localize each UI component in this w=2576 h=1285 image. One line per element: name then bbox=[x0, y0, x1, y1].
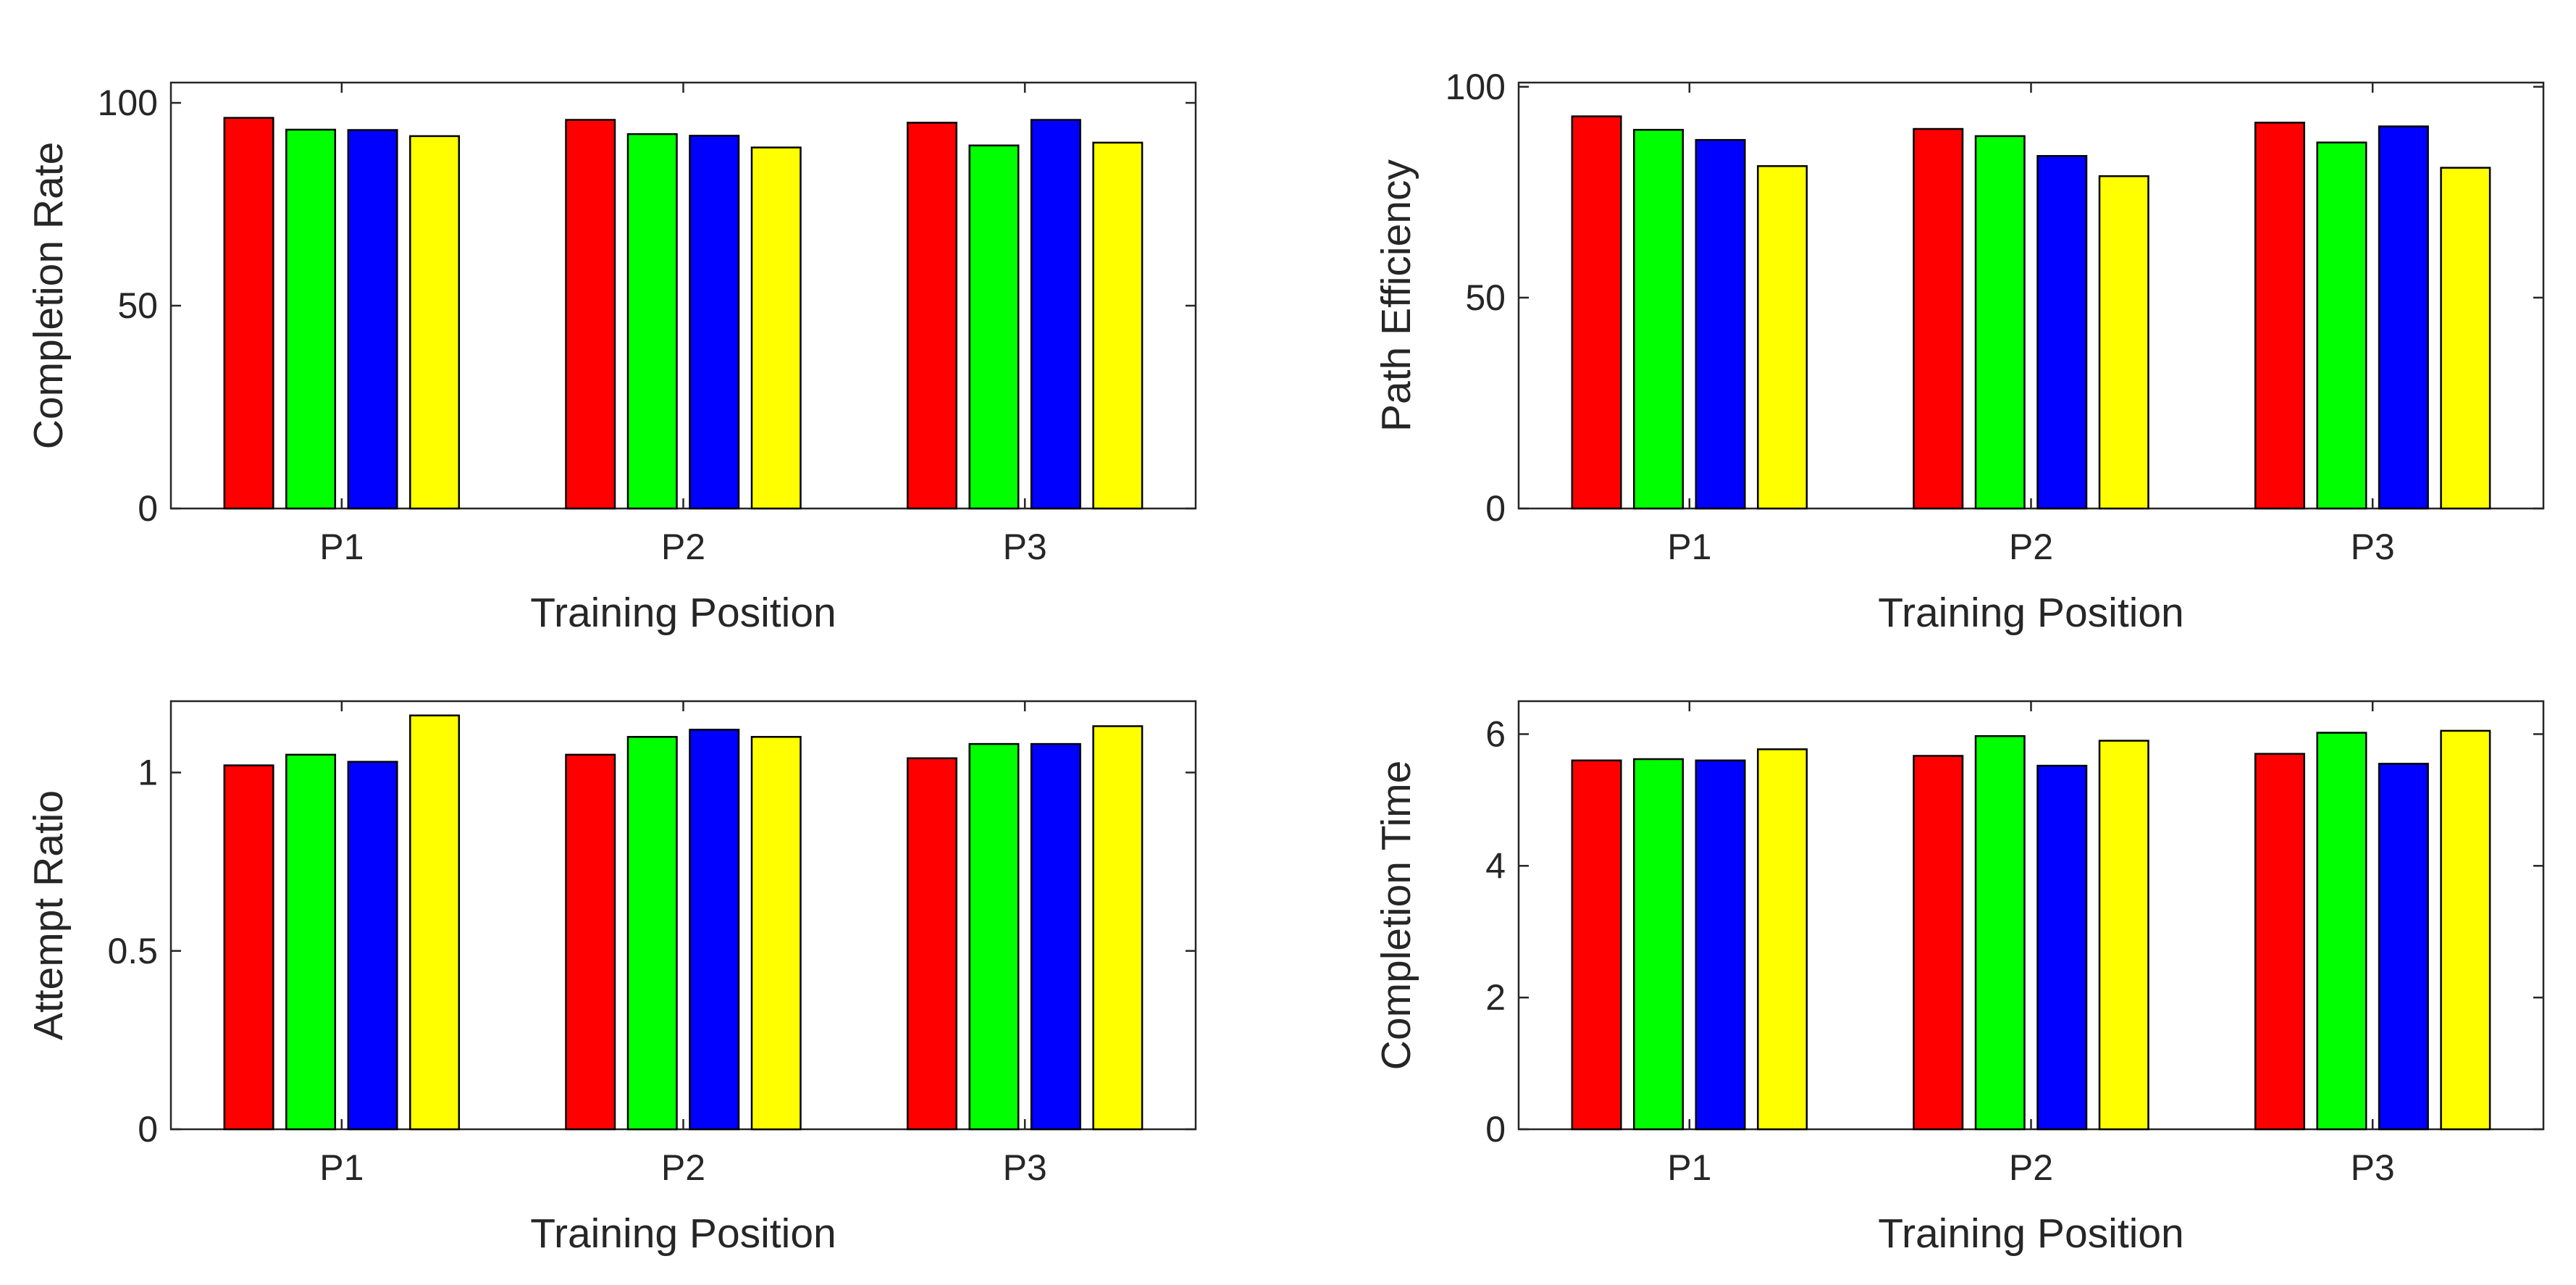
bar-p1-series-2 bbox=[1633, 128, 1685, 510]
bar-p3-series-4 bbox=[1092, 725, 1144, 1131]
bar-p2-series-1 bbox=[565, 753, 616, 1131]
y-tick-label: 50 bbox=[1465, 277, 1506, 318]
y-axis-label: Path Efficiency bbox=[1373, 159, 1419, 432]
y-tick-label: 0.5 bbox=[107, 931, 158, 971]
x-tick-label-p1: P1 bbox=[319, 1147, 364, 1188]
bar-p1-series-3 bbox=[347, 129, 398, 510]
bar-p1-series-4 bbox=[1757, 748, 1808, 1131]
bar-p3-series-2 bbox=[968, 144, 1020, 510]
axes-box bbox=[1517, 81, 2545, 510]
bar-p1-series-4 bbox=[409, 714, 461, 1131]
panel-path-efficiency: P1 P2 P3 0 50 100 Training Position Path Effici… bbox=[1373, 67, 2545, 636]
bar-p3-series-4 bbox=[2440, 167, 2491, 510]
panel-attempt-ratio: P1 P2 P3 0 0.5 1 Training Position Attempt Rati… bbox=[25, 700, 1197, 1257]
bar-p1-series-2 bbox=[285, 128, 337, 510]
x-tick-label-p3: P3 bbox=[2351, 527, 2395, 567]
bar-p3-series-1 bbox=[906, 757, 957, 1131]
y-tick-label: 50 bbox=[117, 285, 158, 326]
bar-p2-series-1 bbox=[1913, 755, 1964, 1131]
bar-p3-series-1 bbox=[906, 122, 957, 510]
x-tick-label-p2: P2 bbox=[2009, 527, 2053, 567]
bar-p1-series-1 bbox=[1571, 115, 1622, 510]
y-tick-label: 6 bbox=[1485, 713, 1506, 754]
bar-p2-series-3 bbox=[689, 135, 740, 510]
bar-p2-series-1 bbox=[565, 119, 616, 510]
bar-p3-series-3 bbox=[1030, 119, 1081, 510]
bar-p2-series-2 bbox=[1974, 135, 2026, 510]
bar-p3-series-2 bbox=[2316, 141, 2367, 510]
bar-p3-series-1 bbox=[2254, 753, 2305, 1131]
bar-p1-series-3 bbox=[347, 761, 398, 1131]
y-tick-label: 0 bbox=[138, 488, 158, 529]
x-tick-label-p3: P3 bbox=[2351, 1147, 2395, 1188]
bar-p1-series-2 bbox=[285, 753, 337, 1131]
bar-p3-series-3 bbox=[2378, 763, 2429, 1131]
bar-p1-series-4 bbox=[409, 135, 461, 510]
bar-p1-series-3 bbox=[1695, 138, 1746, 510]
x-tick-label-p3: P3 bbox=[1003, 527, 1047, 567]
axes-box bbox=[1517, 700, 2545, 1131]
x-tick-label-p2: P2 bbox=[2009, 1147, 2053, 1188]
bar-p2-series-3 bbox=[2036, 764, 2088, 1131]
y-tick-label: 100 bbox=[98, 83, 158, 123]
bar-p2-series-3 bbox=[2036, 155, 2088, 510]
x-tick-label-p1: P1 bbox=[1667, 1147, 1711, 1188]
bar-p2-series-4 bbox=[2098, 740, 2149, 1131]
axes-box bbox=[169, 700, 1197, 1131]
x-tick-label-p1: P1 bbox=[319, 527, 364, 567]
x-axis-label: Training Position bbox=[1878, 1210, 2183, 1257]
bar-p3-series-2 bbox=[968, 742, 1020, 1131]
bar-p3-series-4 bbox=[1092, 141, 1144, 510]
panel-completion-time: P1 P2 P3 0 2 4 6 Training Position Completion Ti… bbox=[1373, 700, 2545, 1257]
bar-p3-series-1 bbox=[2254, 122, 2305, 510]
panel-completion-rate: P1 P2 P3 0 50 100 Training Position Completion … bbox=[25, 81, 1197, 636]
axes-box bbox=[169, 81, 1197, 510]
bar-p2-series-1 bbox=[1913, 127, 1964, 510]
bar-p2-series-2 bbox=[626, 133, 678, 510]
bar-p1-series-1 bbox=[223, 764, 274, 1131]
bar-p1-series-3 bbox=[1695, 759, 1746, 1131]
y-tick-label: 2 bbox=[1485, 977, 1506, 1018]
x-tick-label-p3: P3 bbox=[1003, 1147, 1047, 1188]
x-axis-label: Training Position bbox=[530, 1210, 836, 1257]
bar-p2-series-2 bbox=[626, 736, 678, 1131]
bar-p2-series-3 bbox=[689, 729, 740, 1131]
bar-p1-series-2 bbox=[1633, 758, 1685, 1131]
y-tick-label: 0 bbox=[138, 1109, 158, 1150]
x-tick-label-p1: P1 bbox=[1667, 527, 1711, 567]
y-tick-label: 100 bbox=[1446, 67, 1506, 107]
bar-p1-series-4 bbox=[1757, 165, 1808, 510]
y-axis-label: Completion Rate bbox=[25, 142, 72, 450]
bar-p3-series-2 bbox=[2316, 732, 2367, 1131]
y-tick-label: 4 bbox=[1485, 845, 1506, 886]
bar-p1-series-1 bbox=[223, 117, 274, 510]
x-axis-label: Training Position bbox=[530, 590, 836, 636]
y-axis-label: Attempt Ratio bbox=[25, 790, 72, 1040]
y-tick-label: 1 bbox=[138, 753, 158, 793]
bar-p2-series-2 bbox=[1974, 734, 2026, 1131]
y-axis-label: Completion Time bbox=[1373, 761, 1419, 1071]
x-tick-label-p2: P2 bbox=[661, 527, 705, 567]
y-tick-label: 0 bbox=[1485, 488, 1506, 529]
bar-p3-series-3 bbox=[2378, 125, 2429, 510]
bar-p3-series-4 bbox=[2440, 729, 2491, 1131]
bar-p3-series-3 bbox=[1030, 742, 1081, 1131]
bar-p2-series-4 bbox=[750, 736, 802, 1131]
bar-p2-series-4 bbox=[750, 146, 802, 510]
bar-p1-series-1 bbox=[1571, 759, 1622, 1131]
bar-p2-series-4 bbox=[2098, 175, 2149, 510]
x-tick-label-p2: P2 bbox=[661, 1147, 705, 1188]
x-axis-label: Training Position bbox=[1878, 590, 2183, 636]
y-tick-label: 0 bbox=[1485, 1109, 1506, 1150]
